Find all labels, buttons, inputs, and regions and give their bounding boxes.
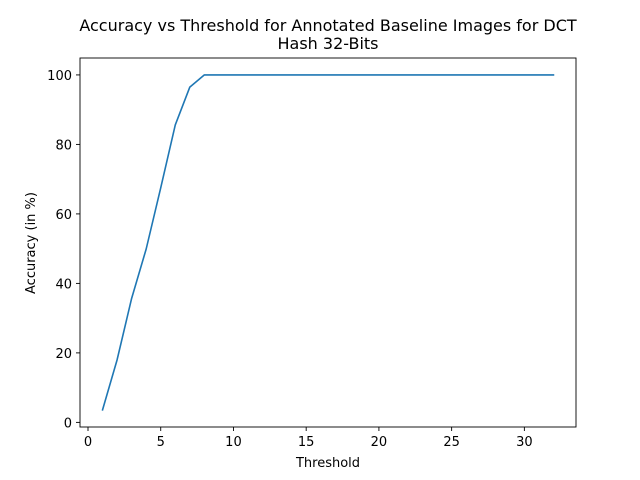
plot-frame (79, 57, 577, 428)
x-tick-label: 25 (443, 435, 460, 450)
x-tick-label: 20 (371, 435, 388, 450)
y-axis: 0 20 40 60 80 100 (47, 69, 80, 431)
y-tick-label: 0 (64, 416, 72, 431)
x-tick-label: 10 (225, 435, 242, 450)
plot-area (79, 57, 577, 428)
y-tick-label: 40 (55, 277, 72, 292)
y-axis-label: Accuracy (in %) (24, 192, 39, 294)
y-tick-label: 100 (47, 69, 72, 84)
x-tick-label: 30 (516, 435, 533, 450)
y-tick-label: 60 (55, 208, 72, 223)
x-tick-label: 15 (298, 435, 315, 450)
y-tick-label: 20 (55, 347, 72, 362)
x-tick-label: 5 (157, 435, 165, 450)
chart-title-line-2: Hash 32-Bits (278, 34, 379, 53)
y-tick-label: 80 (55, 138, 72, 153)
x-axis: 0 5 10 15 20 25 30 (84, 427, 533, 450)
series-line-0 (101, 74, 555, 411)
chart-title-line-1: Accuracy vs Threshold for Annotated Base… (79, 16, 577, 35)
x-axis-label: Threshold (295, 456, 360, 471)
x-tick-label: 0 (84, 435, 92, 450)
